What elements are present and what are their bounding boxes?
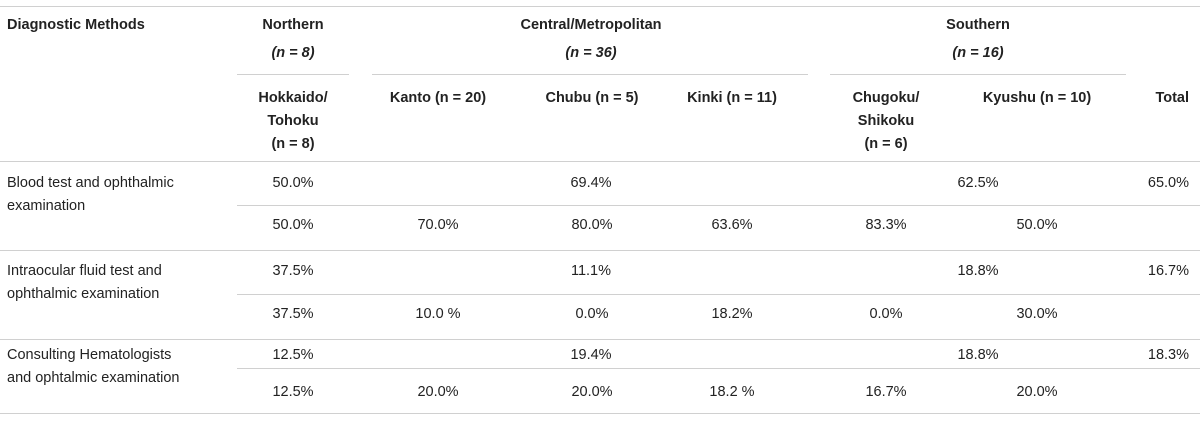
detail-chugoku: 16.7% bbox=[865, 384, 907, 400]
method-label: Blood test and ophthalmic examination bbox=[7, 175, 174, 214]
header-kyushu: Kyushu (n = 10) bbox=[982, 90, 1092, 106]
detail-hokkaido: 50.0% bbox=[272, 217, 314, 233]
row1-split-rule bbox=[237, 205, 1200, 206]
summary-central: 19.4% bbox=[570, 347, 612, 363]
row2-bottom-rule bbox=[0, 339, 1200, 340]
detail-chubu: 80.0% bbox=[571, 217, 613, 233]
northern-group-rule bbox=[237, 74, 349, 75]
detail-kanto: 10.0 % bbox=[415, 306, 461, 322]
row1-bottom-rule bbox=[0, 250, 1200, 251]
summary-central: 11.1% bbox=[570, 263, 612, 279]
header-hokkaido-tohoku: Hokkaido/ Tohoku (n = 8) bbox=[258, 90, 328, 152]
method-label: Intraocular fluid test and ophthalmic ex… bbox=[7, 263, 162, 302]
detail-chubu: 20.0% bbox=[571, 384, 613, 400]
detail-hokkaido: 12.5% bbox=[272, 384, 314, 400]
detail-kyushu: 20.0% bbox=[1016, 384, 1058, 400]
summary-southern: 18.8% bbox=[957, 263, 999, 279]
header-kanto: Kanto (n = 20) bbox=[389, 90, 487, 106]
summary-total: 18.3% bbox=[1147, 347, 1189, 363]
header-diagnostic-methods: Diagnostic Methods bbox=[7, 17, 145, 33]
detail-kinki: 63.6% bbox=[711, 217, 753, 233]
header-bottom-rule bbox=[0, 161, 1200, 162]
header-southern: Southern bbox=[946, 17, 1010, 33]
header-central: Central/Metropolitan bbox=[520, 17, 662, 33]
summary-northern: 12.5% bbox=[272, 347, 314, 363]
summary-northern: 50.0% bbox=[272, 175, 314, 191]
header-southern-n: (n = 16) bbox=[952, 45, 1004, 61]
detail-chubu: 0.0% bbox=[575, 306, 609, 322]
detail-kyushu: 50.0% bbox=[1016, 217, 1058, 233]
header-northern: Northern bbox=[262, 17, 324, 33]
header-kinki: Kinki (n = 11) bbox=[687, 90, 777, 106]
detail-kanto: 70.0% bbox=[417, 217, 459, 233]
summary-total: 16.7% bbox=[1147, 263, 1189, 279]
detail-chugoku: 0.0% bbox=[869, 306, 903, 322]
detail-kyushu: 30.0% bbox=[1016, 306, 1058, 322]
row3-split-rule bbox=[237, 368, 1200, 369]
detail-kinki: 18.2% bbox=[711, 306, 753, 322]
central-group-rule bbox=[372, 74, 808, 75]
method-label: Consulting Hematologists and ophtalmic e… bbox=[7, 347, 180, 386]
summary-northern: 37.5% bbox=[272, 263, 314, 279]
header-central-n: (n = 36) bbox=[565, 45, 617, 61]
summary-southern: 62.5% bbox=[957, 175, 999, 191]
table-top-rule bbox=[0, 6, 1200, 7]
summary-central: 69.4% bbox=[570, 175, 612, 191]
header-chubu: Chubu (n = 5) bbox=[545, 90, 639, 106]
header-chugoku-shikoku: Chugoku/ Shikoku (n = 6) bbox=[852, 90, 920, 152]
summary-southern: 18.8% bbox=[957, 347, 999, 363]
row2-split-rule bbox=[237, 294, 1200, 295]
southern-group-rule bbox=[830, 74, 1126, 75]
detail-kinki: 18.2 % bbox=[709, 384, 755, 400]
detail-kanto: 20.0% bbox=[417, 384, 459, 400]
header-northern-n: (n = 8) bbox=[271, 45, 315, 61]
detail-chugoku: 83.3% bbox=[865, 217, 907, 233]
detail-hokkaido: 37.5% bbox=[272, 306, 314, 322]
summary-total: 65.0% bbox=[1147, 175, 1189, 191]
table-bottom-rule bbox=[0, 413, 1200, 414]
header-total: Total bbox=[1155, 90, 1189, 106]
